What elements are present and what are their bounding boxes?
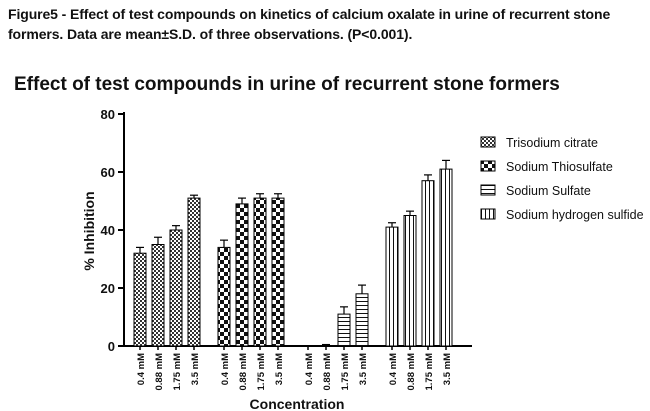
legend-swatch: [480, 160, 496, 172]
x-tick-label: 1.75 mM: [340, 353, 351, 391]
bar: [355, 293, 369, 347]
x-tick-label: 0.88 mM: [406, 353, 417, 391]
bar: [133, 252, 147, 347]
bar: [421, 180, 435, 347]
x-tick-labels: 0.4 mM 0.88 mM 1.75 mM 3.5 mM 0.4 mM 0.88 mM 1…: [136, 346, 453, 391]
caption-line-2: formers. Data are mean±S.D. of three obs…: [8, 26, 413, 42]
x-tick-label: 0.88 mM: [322, 353, 333, 391]
x-tick-label: 0.88 mM: [154, 353, 165, 391]
y-tick-label: 40: [101, 223, 115, 238]
y-tick-label: 60: [101, 165, 115, 180]
x-tick-label: 1.75 mM: [424, 353, 435, 391]
legend-label: Sodium Sulfate: [506, 184, 591, 198]
bar: [253, 197, 267, 347]
y-tick-label: 80: [101, 107, 115, 122]
bar: [271, 197, 285, 347]
bar: [151, 244, 165, 347]
bar: [187, 197, 201, 347]
legend-swatch: [480, 136, 496, 148]
legend: Trisodium citrate Sodium Thiosulfate Sodiu…: [480, 136, 644, 222]
bar: [217, 246, 231, 347]
x-tick-label: 3.5 mM: [190, 353, 201, 385]
x-axis-label: Concentration: [250, 396, 345, 411]
bars-layer: [133, 159, 453, 347]
bar: [439, 168, 453, 347]
y-tick-label: 20: [101, 281, 115, 296]
x-tick-label: 0.4 mM: [136, 353, 147, 385]
x-tick-label: 1.75 mM: [256, 353, 267, 391]
bar: [385, 226, 399, 347]
bar: [337, 313, 351, 347]
x-tick-label: 3.5 mM: [442, 353, 453, 385]
x-tick-label: 3.5 mM: [274, 353, 285, 385]
bar: [403, 215, 417, 347]
x-tick-label: 0.88 mM: [238, 353, 249, 391]
x-tick-label: 1.75 mM: [172, 353, 183, 391]
x-tick-label: 3.5 mM: [358, 353, 369, 385]
x-tick-label: 0.4 mM: [220, 353, 231, 385]
legend-label: Sodium hydrogen sulfide: [506, 208, 644, 222]
legend-swatch: [480, 184, 496, 196]
legend-label: Trisodium citrate: [506, 136, 598, 150]
legend-swatch: [480, 208, 496, 220]
legend-label: Sodium Thiosulfate: [506, 160, 613, 174]
bar: [235, 203, 249, 347]
caption-line-1: Figure5 - Effect of test compounds on ki…: [8, 6, 611, 22]
figure-caption: Figure5 - Effect of test compounds on ki…: [8, 4, 644, 44]
chart-title: Effect of test compounds in urine of rec…: [14, 74, 560, 95]
x-tick-label: 0.4 mM: [388, 353, 399, 385]
bar: [169, 229, 183, 347]
y-tick-label: 0: [108, 339, 115, 354]
y-axis-label: % Inhibition: [81, 191, 97, 270]
x-tick-label: 0.4 mM: [304, 353, 315, 385]
